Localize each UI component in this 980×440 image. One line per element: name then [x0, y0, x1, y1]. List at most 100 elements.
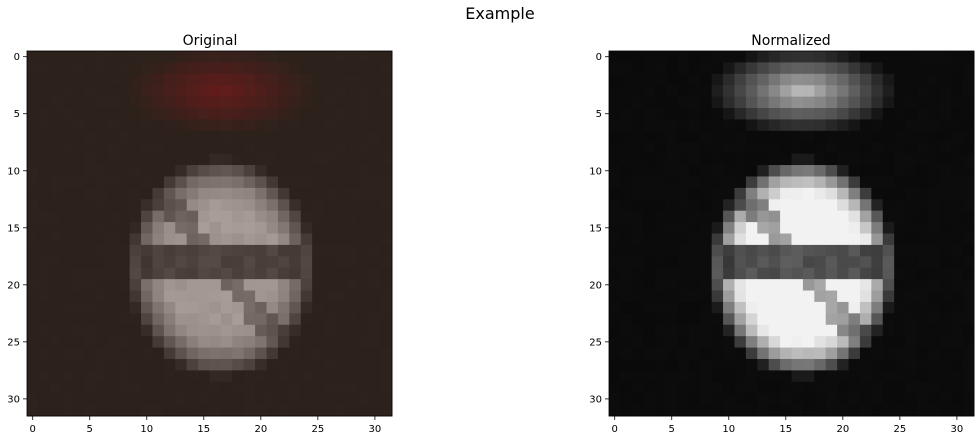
- image-pixel: [323, 62, 336, 75]
- image-pixel: [814, 358, 827, 371]
- image-pixel: [198, 176, 210, 189]
- image-pixel: [198, 404, 210, 417]
- image-pixel: [152, 279, 165, 291]
- image-pixel: [734, 381, 747, 394]
- image-pixel: [95, 233, 108, 246]
- image-pixel: [631, 347, 644, 360]
- image-pixel: [643, 199, 656, 212]
- image-pixel: [939, 404, 952, 417]
- image-pixel: [848, 153, 861, 166]
- image-pixel: [723, 187, 735, 200]
- image-pixel: [894, 119, 906, 132]
- image-pixel: [757, 73, 770, 86]
- image-pixel: [848, 267, 861, 280]
- image-pixel: [791, 279, 804, 291]
- image-pixel: [84, 404, 96, 417]
- image-pixel: [175, 279, 188, 291]
- image-pixel: [186, 142, 199, 155]
- image-pixel: [141, 313, 153, 326]
- image-pixel: [620, 153, 633, 166]
- image-pixel: [700, 301, 713, 314]
- image-pixel: [255, 176, 267, 189]
- image-pixel: [666, 393, 678, 405]
- image-pixel: [209, 210, 222, 223]
- image-pixel: [289, 336, 302, 348]
- image-pixel: [700, 324, 713, 337]
- image-pixel: [791, 210, 804, 223]
- image-pixel: [711, 108, 724, 120]
- image-pixel: [277, 142, 290, 155]
- image-pixel: [905, 267, 918, 280]
- image-pixel: [61, 153, 74, 166]
- image-pixel: [780, 358, 792, 371]
- image-pixel: [688, 199, 701, 212]
- image-pixel: [825, 267, 838, 280]
- image-pixel: [745, 404, 758, 417]
- image-pixel: [61, 165, 74, 177]
- image-pixel: [323, 393, 336, 405]
- image-pixel: [118, 381, 131, 394]
- image-pixel: [312, 279, 324, 291]
- image-pixel: [129, 256, 142, 269]
- image-pixel: [620, 187, 633, 200]
- image-pixel: [688, 267, 701, 280]
- image-pixel: [631, 176, 644, 189]
- image-pixel: [255, 244, 267, 257]
- image-pixel: [346, 336, 359, 348]
- image-pixel: [620, 336, 633, 348]
- image-pixel: [723, 290, 735, 303]
- image-pixel: [620, 130, 633, 143]
- image-pixel: [962, 358, 975, 371]
- image-pixel: [84, 165, 96, 177]
- image-pixel: [711, 165, 724, 177]
- image-pixel: [27, 130, 39, 143]
- image-pixel: [837, 244, 849, 257]
- image-pixel: [95, 210, 108, 223]
- image-pixel: [928, 142, 941, 155]
- image-pixel: [734, 290, 747, 303]
- image-pixel: [84, 358, 96, 371]
- image-pixel: [928, 119, 941, 132]
- image-pixel: [905, 347, 918, 360]
- image-pixel: [620, 381, 633, 394]
- image-pixel: [745, 324, 758, 337]
- image-pixel: [688, 404, 701, 417]
- image-pixel: [654, 336, 667, 348]
- image-pixel: [346, 85, 359, 98]
- image-pixel: [232, 393, 245, 405]
- image-pixel: [791, 267, 804, 280]
- image-pixel: [346, 347, 359, 360]
- image-pixel: [232, 187, 245, 200]
- image-pixel: [27, 108, 39, 120]
- image-pixel: [916, 165, 929, 177]
- image-pixel: [654, 210, 667, 223]
- image-pixel: [129, 142, 142, 155]
- image-pixel: [266, 153, 279, 166]
- image-pixel: [220, 73, 233, 86]
- image-pixel: [152, 244, 165, 257]
- image-pixel: [255, 108, 267, 120]
- image-pixel: [723, 279, 735, 291]
- y-tick-label: 30: [589, 394, 602, 405]
- image-pixel: [27, 301, 39, 314]
- image-pixel: [768, 119, 781, 132]
- image-pixel: [198, 187, 210, 200]
- image-pixel: [666, 267, 678, 280]
- image-pixel: [757, 210, 770, 223]
- image-pixel: [209, 153, 222, 166]
- image-pixel: [609, 199, 621, 212]
- image-pixel: [654, 222, 667, 234]
- image-pixel: [186, 51, 199, 63]
- image-pixel: [734, 370, 747, 383]
- image-pixel: [745, 290, 758, 303]
- image-pixel: [289, 256, 302, 269]
- image-pixel: [61, 313, 74, 326]
- image-pixel: [905, 176, 918, 189]
- image-pixel: [209, 130, 222, 143]
- image-pixel: [141, 153, 153, 166]
- image-pixel: [859, 393, 872, 405]
- image-pixel: [745, 210, 758, 223]
- image-pixel: [609, 96, 621, 109]
- image-pixel: [312, 142, 324, 155]
- image-pixel: [666, 108, 678, 120]
